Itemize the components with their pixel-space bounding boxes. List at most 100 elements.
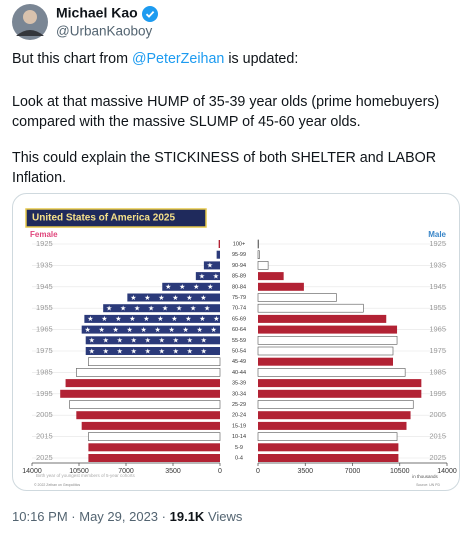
bar <box>81 421 220 430</box>
bar <box>258 314 387 323</box>
star: ★ <box>130 294 136 302</box>
star: ★ <box>145 337 151 345</box>
star: ★ <box>193 283 199 291</box>
bar <box>218 240 220 248</box>
x-tick-label: 14000 <box>22 468 42 475</box>
bar <box>65 379 220 388</box>
bar <box>88 432 221 441</box>
year-label: 1945 <box>36 282 53 291</box>
bar <box>257 346 394 356</box>
x-tick-label: 0 <box>256 468 260 475</box>
bar <box>162 282 220 291</box>
tweet-line: This could explain the STICKINESS of bot… <box>12 150 436 166</box>
bar <box>85 336 220 345</box>
age-label: 35-39 <box>232 381 246 387</box>
star: ★ <box>115 315 121 323</box>
age-label: 5-9 <box>235 445 243 451</box>
x-tick-label: 10500 <box>390 468 410 475</box>
star: ★ <box>155 326 161 334</box>
x-tick-label: 3500 <box>297 468 313 475</box>
bar <box>257 303 364 313</box>
bar <box>257 335 398 345</box>
star: ★ <box>199 315 205 323</box>
date[interactable]: May 29, 2023 <box>79 509 158 524</box>
tweet-line: compared with the massive SLUMP of 45-60… <box>12 114 361 130</box>
bar <box>127 293 220 302</box>
bar <box>258 421 407 430</box>
bar <box>258 357 393 366</box>
star: ★ <box>187 347 193 355</box>
star: ★ <box>134 305 140 313</box>
bar <box>258 272 284 281</box>
age-label: 45-49 <box>232 359 246 365</box>
star: ★ <box>85 326 91 334</box>
year-label: 1955 <box>429 303 446 312</box>
star: ★ <box>143 315 149 323</box>
age-label: 40-44 <box>232 370 246 376</box>
year-label: 1935 <box>36 260 53 269</box>
star: ★ <box>173 347 179 355</box>
star: ★ <box>199 272 205 280</box>
star: ★ <box>213 315 219 323</box>
age-label: 75-79 <box>232 295 246 301</box>
x-tick-label: 0 <box>218 468 222 475</box>
mention[interactable]: @PeterZeihan <box>132 51 224 67</box>
x-tick-label: 7000 <box>118 468 134 475</box>
star: ★ <box>141 326 147 334</box>
time[interactable]: 10:16 PM <box>12 509 68 524</box>
year-label: 1985 <box>429 367 446 376</box>
year-label: 1935 <box>429 260 446 269</box>
bar <box>258 325 398 334</box>
star: ★ <box>113 326 119 334</box>
bar <box>85 347 220 355</box>
star: ★ <box>162 305 168 313</box>
bar <box>81 325 220 334</box>
bar <box>84 314 220 323</box>
bar <box>258 443 399 452</box>
star: ★ <box>101 315 107 323</box>
star: ★ <box>159 337 165 345</box>
year-label: 1975 <box>429 346 446 355</box>
age-label: 80-84 <box>232 284 246 290</box>
year-label: 1985 <box>36 367 53 376</box>
star: ★ <box>211 326 217 334</box>
author-name[interactable]: Michael Kao <box>56 5 138 21</box>
bar <box>258 411 411 420</box>
verified-badge <box>142 6 158 22</box>
tweet-line: Look at that massive HUMP of 35-39 year … <box>12 94 439 110</box>
bar <box>257 261 269 270</box>
year-label: 1965 <box>429 325 446 334</box>
legend-female: Female <box>30 230 58 239</box>
copyright: © 2022 Zeihan on Geopolitics <box>34 483 80 487</box>
bar <box>88 357 221 367</box>
star: ★ <box>197 326 203 334</box>
age-label: 15-19 <box>232 423 246 429</box>
x-tick-label: 14000 <box>437 468 457 475</box>
year-label: 1925 <box>36 239 53 248</box>
star: ★ <box>207 283 213 291</box>
age-label: 30-34 <box>232 391 246 397</box>
age-label: 50-54 <box>232 348 246 354</box>
bar <box>258 379 422 388</box>
x-tick-label: 7000 <box>345 468 361 475</box>
star: ★ <box>157 315 163 323</box>
star: ★ <box>148 305 154 313</box>
bar <box>195 272 220 281</box>
star: ★ <box>190 305 196 313</box>
text: is updated: <box>224 51 298 67</box>
author-handle[interactable]: @UrbanKaoboy <box>56 24 153 39</box>
year-label: 2005 <box>36 410 53 419</box>
bar <box>203 261 220 270</box>
star: ★ <box>87 315 93 323</box>
star: ★ <box>200 294 206 302</box>
age-label: 85-89 <box>232 274 246 280</box>
bar <box>257 432 398 441</box>
star: ★ <box>144 294 150 302</box>
star: ★ <box>106 305 112 313</box>
tweet-line: Inflation. <box>12 170 66 186</box>
year-label: 2025 <box>429 453 446 462</box>
chart: United States of America 2025 Female Mal… <box>22 208 457 487</box>
star: ★ <box>117 337 123 345</box>
star: ★ <box>131 347 137 355</box>
avatar-body <box>16 30 44 36</box>
